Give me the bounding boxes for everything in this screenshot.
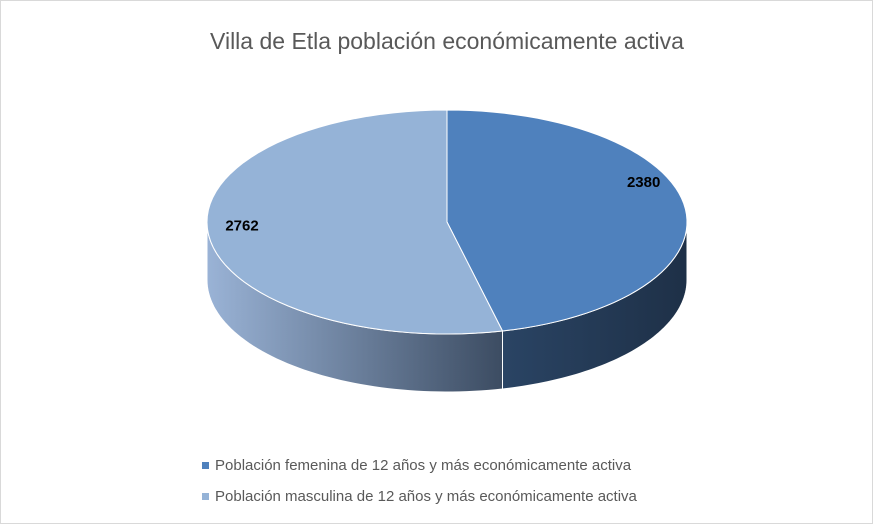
legend-swatch [202,493,209,500]
legend-label: Población masculina de 12 años y más eco… [215,488,638,505]
legend-swatch [202,462,209,469]
data-label: 2380 [627,174,660,191]
pie-slice [446,109,688,332]
chart-title: Villa de Etla población económicamente a… [210,28,684,54]
pie-slice [206,109,504,335]
legend-label: Población femenina de 12 años y más econ… [215,457,632,474]
data-label: 2762 [225,217,258,234]
